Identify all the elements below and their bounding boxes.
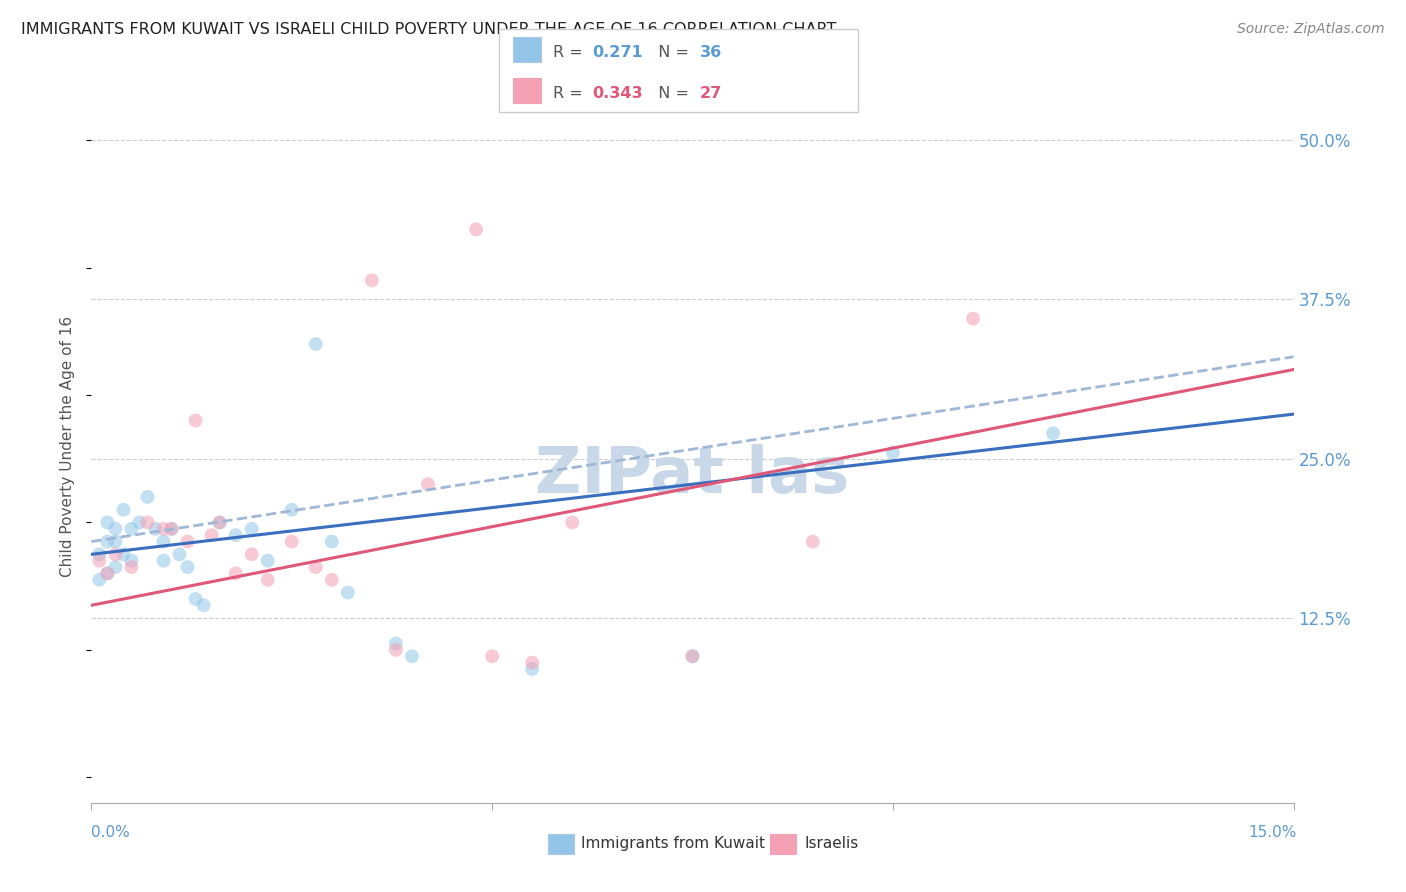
Point [522,662,544,676]
Point [145,522,167,536]
Point [152,522,174,536]
Text: R =: R = [553,86,588,101]
Point [256,554,278,568]
Point [96,534,118,549]
Point [176,560,198,574]
Point [104,560,127,574]
Point [882,445,904,459]
Point [89,547,111,561]
Point [169,547,191,561]
Point [104,522,127,536]
Y-axis label: Child Poverty Under the Age of 16: Child Poverty Under the Age of 16 [60,316,76,576]
Point [681,649,703,664]
Text: Source: ZipAtlas.com: Source: ZipAtlas.com [1237,22,1385,37]
Point [801,534,824,549]
Text: N =: N = [648,86,695,101]
Text: Israelis: Israelis [804,837,859,851]
Point [225,528,247,542]
Point [136,516,159,530]
Point [96,516,118,530]
Point [1042,426,1064,441]
Point [104,534,127,549]
Point [104,547,127,561]
Point [184,591,207,606]
Point [962,311,984,326]
Point [321,573,343,587]
Point [152,534,174,549]
Point [385,636,408,650]
Point [681,649,703,664]
Point [305,560,328,574]
Point [401,649,423,664]
Point [89,554,111,568]
Text: 27: 27 [700,86,723,101]
Point [281,502,304,516]
Point [121,560,143,574]
Point [112,502,135,516]
Point [152,554,174,568]
Text: 0.271: 0.271 [592,45,643,60]
Text: 0.0%: 0.0% [91,825,131,840]
Text: IMMIGRANTS FROM KUWAIT VS ISRAELI CHILD POVERTY UNDER THE AGE OF 16 CORRELATION : IMMIGRANTS FROM KUWAIT VS ISRAELI CHILD … [21,22,837,37]
Point [176,534,198,549]
Point [321,534,343,549]
Point [208,516,231,530]
Point [121,522,143,536]
Point [336,585,359,599]
Point [89,573,111,587]
Point [281,534,304,549]
Point [416,477,439,491]
Text: Immigrants from Kuwait: Immigrants from Kuwait [581,837,765,851]
Text: 0.343: 0.343 [592,86,643,101]
Point [522,656,544,670]
Point [360,273,382,287]
Point [112,547,135,561]
Point [160,522,183,536]
Point [465,222,488,236]
Point [385,643,408,657]
Text: N =: N = [648,45,695,60]
Point [128,516,150,530]
Text: R =: R = [553,45,588,60]
Point [96,566,118,581]
Point [481,649,503,664]
Text: ZIPat las: ZIPat las [536,443,849,506]
Text: 36: 36 [700,45,723,60]
Point [136,490,159,504]
Point [208,516,231,530]
Point [240,522,263,536]
Point [225,566,247,581]
Point [256,573,278,587]
Point [121,554,143,568]
Point [561,516,583,530]
Point [240,547,263,561]
Text: 15.0%: 15.0% [1249,825,1296,840]
Point [96,566,118,581]
Point [305,337,328,351]
Point [184,413,207,427]
Point [160,522,183,536]
Point [193,599,215,613]
Point [201,528,224,542]
